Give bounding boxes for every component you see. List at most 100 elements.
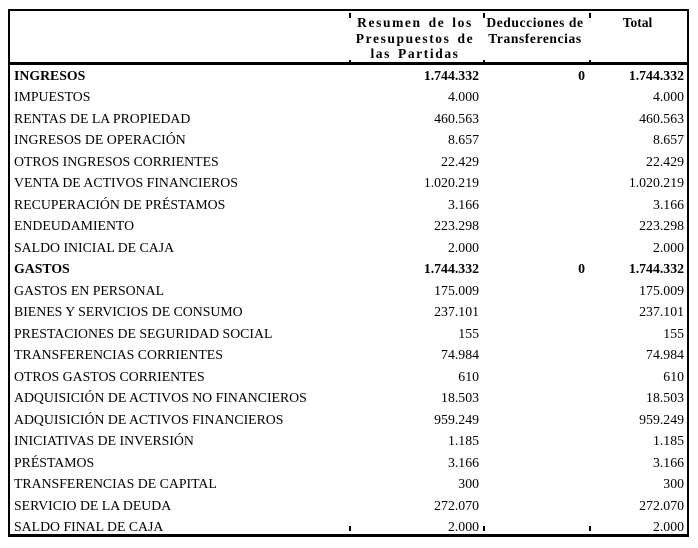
row-label: GASTOS EN PERSONAL [14,282,165,298]
deducciones-value [482,129,588,151]
budget-summary-table: Resumen de los Presupuestos de las Parti… [8,9,689,537]
table-row: INGRESOS DE OPERACIÓN 8.657 8.657 [10,129,687,151]
column-divider-tick [483,526,485,531]
deducciones-value [482,108,588,130]
row-label: ENDEUDAMIENTO [14,218,135,233]
table-row: VENTA DE ACTIVOS FINANCIEROS 1.020.219 1.0… [10,172,687,194]
table-row: PRESTACIONES DE SEGURIDAD SOCIAL 155 155 [10,323,687,345]
column-divider-tick [349,13,351,18]
total-value: 272.070 [639,497,684,513]
total-value: 22.429 [646,153,684,169]
resumen-value: 2.000 [447,239,479,255]
resumen-value: 1.744.332 [423,67,479,83]
table-row: OTROS GASTOS CORRIENTES 610 610 [10,366,687,388]
row-label: TRANSFERENCIAS CORRIENTES [14,347,223,362]
deducciones-value [482,344,588,366]
table-row: SALDO INICIAL DE CAJA 2.000 2.000 [10,237,687,259]
deducciones-value [482,237,588,259]
budget-table: Resumen de los Presupuestos de las Parti… [10,11,687,538]
table-row: RENTAS DE LA PROPIEDAD 460.563 460.563 [10,108,687,130]
resumen-value: 3.166 [447,454,479,470]
resumen-value: 272.070 [434,497,479,513]
resumen-value: 1.744.332 [423,261,479,276]
table-row: INGRESOS 1.744.332 0 1.744.332 [10,63,687,86]
row-label: PRESTACIONES DE SEGURIDAD SOCIAL [14,325,273,341]
table-row: OTROS INGRESOS CORRIENTES 22.429 22.429 [10,151,687,173]
total-value: 74.984 [646,347,684,362]
row-label: IMPUESTOS [14,89,91,104]
total-value: 1.185 [652,433,684,448]
column-divider-tick [349,60,351,65]
row-label: OTROS INGRESOS CORRIENTES [14,153,219,169]
row-label: OTROS GASTOS CORRIENTES [14,368,205,384]
deducciones-value [482,194,588,216]
deducciones-value [482,452,588,474]
deducciones-value [482,387,588,409]
deducciones-value [482,172,588,194]
table-row: TRANSFERENCIAS CORRIENTES 74.984 74.984 [10,344,687,366]
header-resumen-presupuestos: Resumen de los Presupuestos de las Parti… [348,11,482,65]
row-label: SALDO INICIAL DE CAJA [14,239,175,255]
deducciones-value [482,301,588,323]
row-label: PRÉSTAMOS [14,454,95,470]
row-label: TRANSFERENCIAS DE CAPITAL [14,476,217,491]
total-value: 175.009 [639,282,684,298]
deducciones-value [482,430,588,452]
resumen-value: 959.249 [434,411,479,427]
column-divider-tick [589,526,591,531]
header-total: Total [588,11,687,65]
deducciones-value [482,409,588,431]
resumen-value: 460.563 [434,110,479,126]
deducciones-value [482,280,588,302]
table-row: TRANSFERENCIAS DE CAPITAL 300 300 [10,473,687,495]
resumen-value: 18.503 [441,390,479,405]
total-value: 1.744.332 [628,67,684,83]
total-value: 237.101 [639,304,684,319]
resumen-value: 223.298 [434,218,479,233]
row-label: INGRESOS DE OPERACIÓN [14,132,186,147]
resumen-value: 1.020.219 [423,175,479,190]
resumen-value: 237.101 [434,304,479,319]
column-divider-tick [589,60,591,65]
table-row: GASTOS EN PERSONAL 175.009 175.009 [10,280,687,302]
total-value: 18.503 [646,390,684,405]
table-row: SALDO FINAL DE CAJA 2.000 2.000 [10,516,687,538]
row-label: VENTA DE ACTIVOS FINANCIEROS [14,175,238,190]
table-row: ENDEUDAMIENTO 223.298 223.298 [10,215,687,237]
resumen-value: 1.185 [447,433,479,448]
deducciones-value: 0 [578,67,585,83]
total-value: 3.166 [652,196,684,212]
header-row-label [10,11,348,65]
column-divider-tick [349,526,351,531]
total-value: 3.166 [652,454,684,470]
deducciones-value [482,215,588,237]
row-label: ADQUISICIÓN DE ACTIVOS NO FINANCIEROS [14,390,307,405]
deducciones-value [482,86,588,108]
row-label: BIENES Y SERVICIOS DE CONSUMO [14,304,243,319]
table-row: GASTOS 1.744.332 0 1.744.332 [10,258,687,280]
deducciones-value [482,473,588,495]
total-value: 460.563 [639,110,684,126]
table-row: INICIATIVAS DE INVERSIÓN 1.185 1.185 [10,430,687,452]
resumen-value: 175.009 [434,282,479,298]
total-value: 223.298 [639,218,684,233]
resumen-value: 3.166 [447,196,479,212]
column-divider-tick [483,13,485,18]
total-value: 2.000 [652,519,684,534]
row-label: ADQUISICIÓN DE ACTIVOS FINANCIEROS [14,411,284,427]
resumen-value: 8.657 [447,132,479,147]
total-value: 4.000 [652,89,684,104]
header-row: Resumen de los Presupuestos de las Parti… [10,11,687,65]
resumen-value: 300 [458,476,479,491]
deducciones-value [482,516,588,538]
total-value: 610 [663,368,684,384]
total-value: 2.000 [652,239,684,255]
total-value: 1.020.219 [628,175,684,190]
deducciones-value: 0 [578,261,585,276]
resumen-value: 22.429 [441,153,479,169]
deducciones-value [482,151,588,173]
resumen-value: 74.984 [441,347,479,362]
resumen-value: 2.000 [447,519,479,534]
row-label: INICIATIVAS DE INVERSIÓN [14,433,194,448]
table-row: IMPUESTOS 4.000 4.000 [10,86,687,108]
